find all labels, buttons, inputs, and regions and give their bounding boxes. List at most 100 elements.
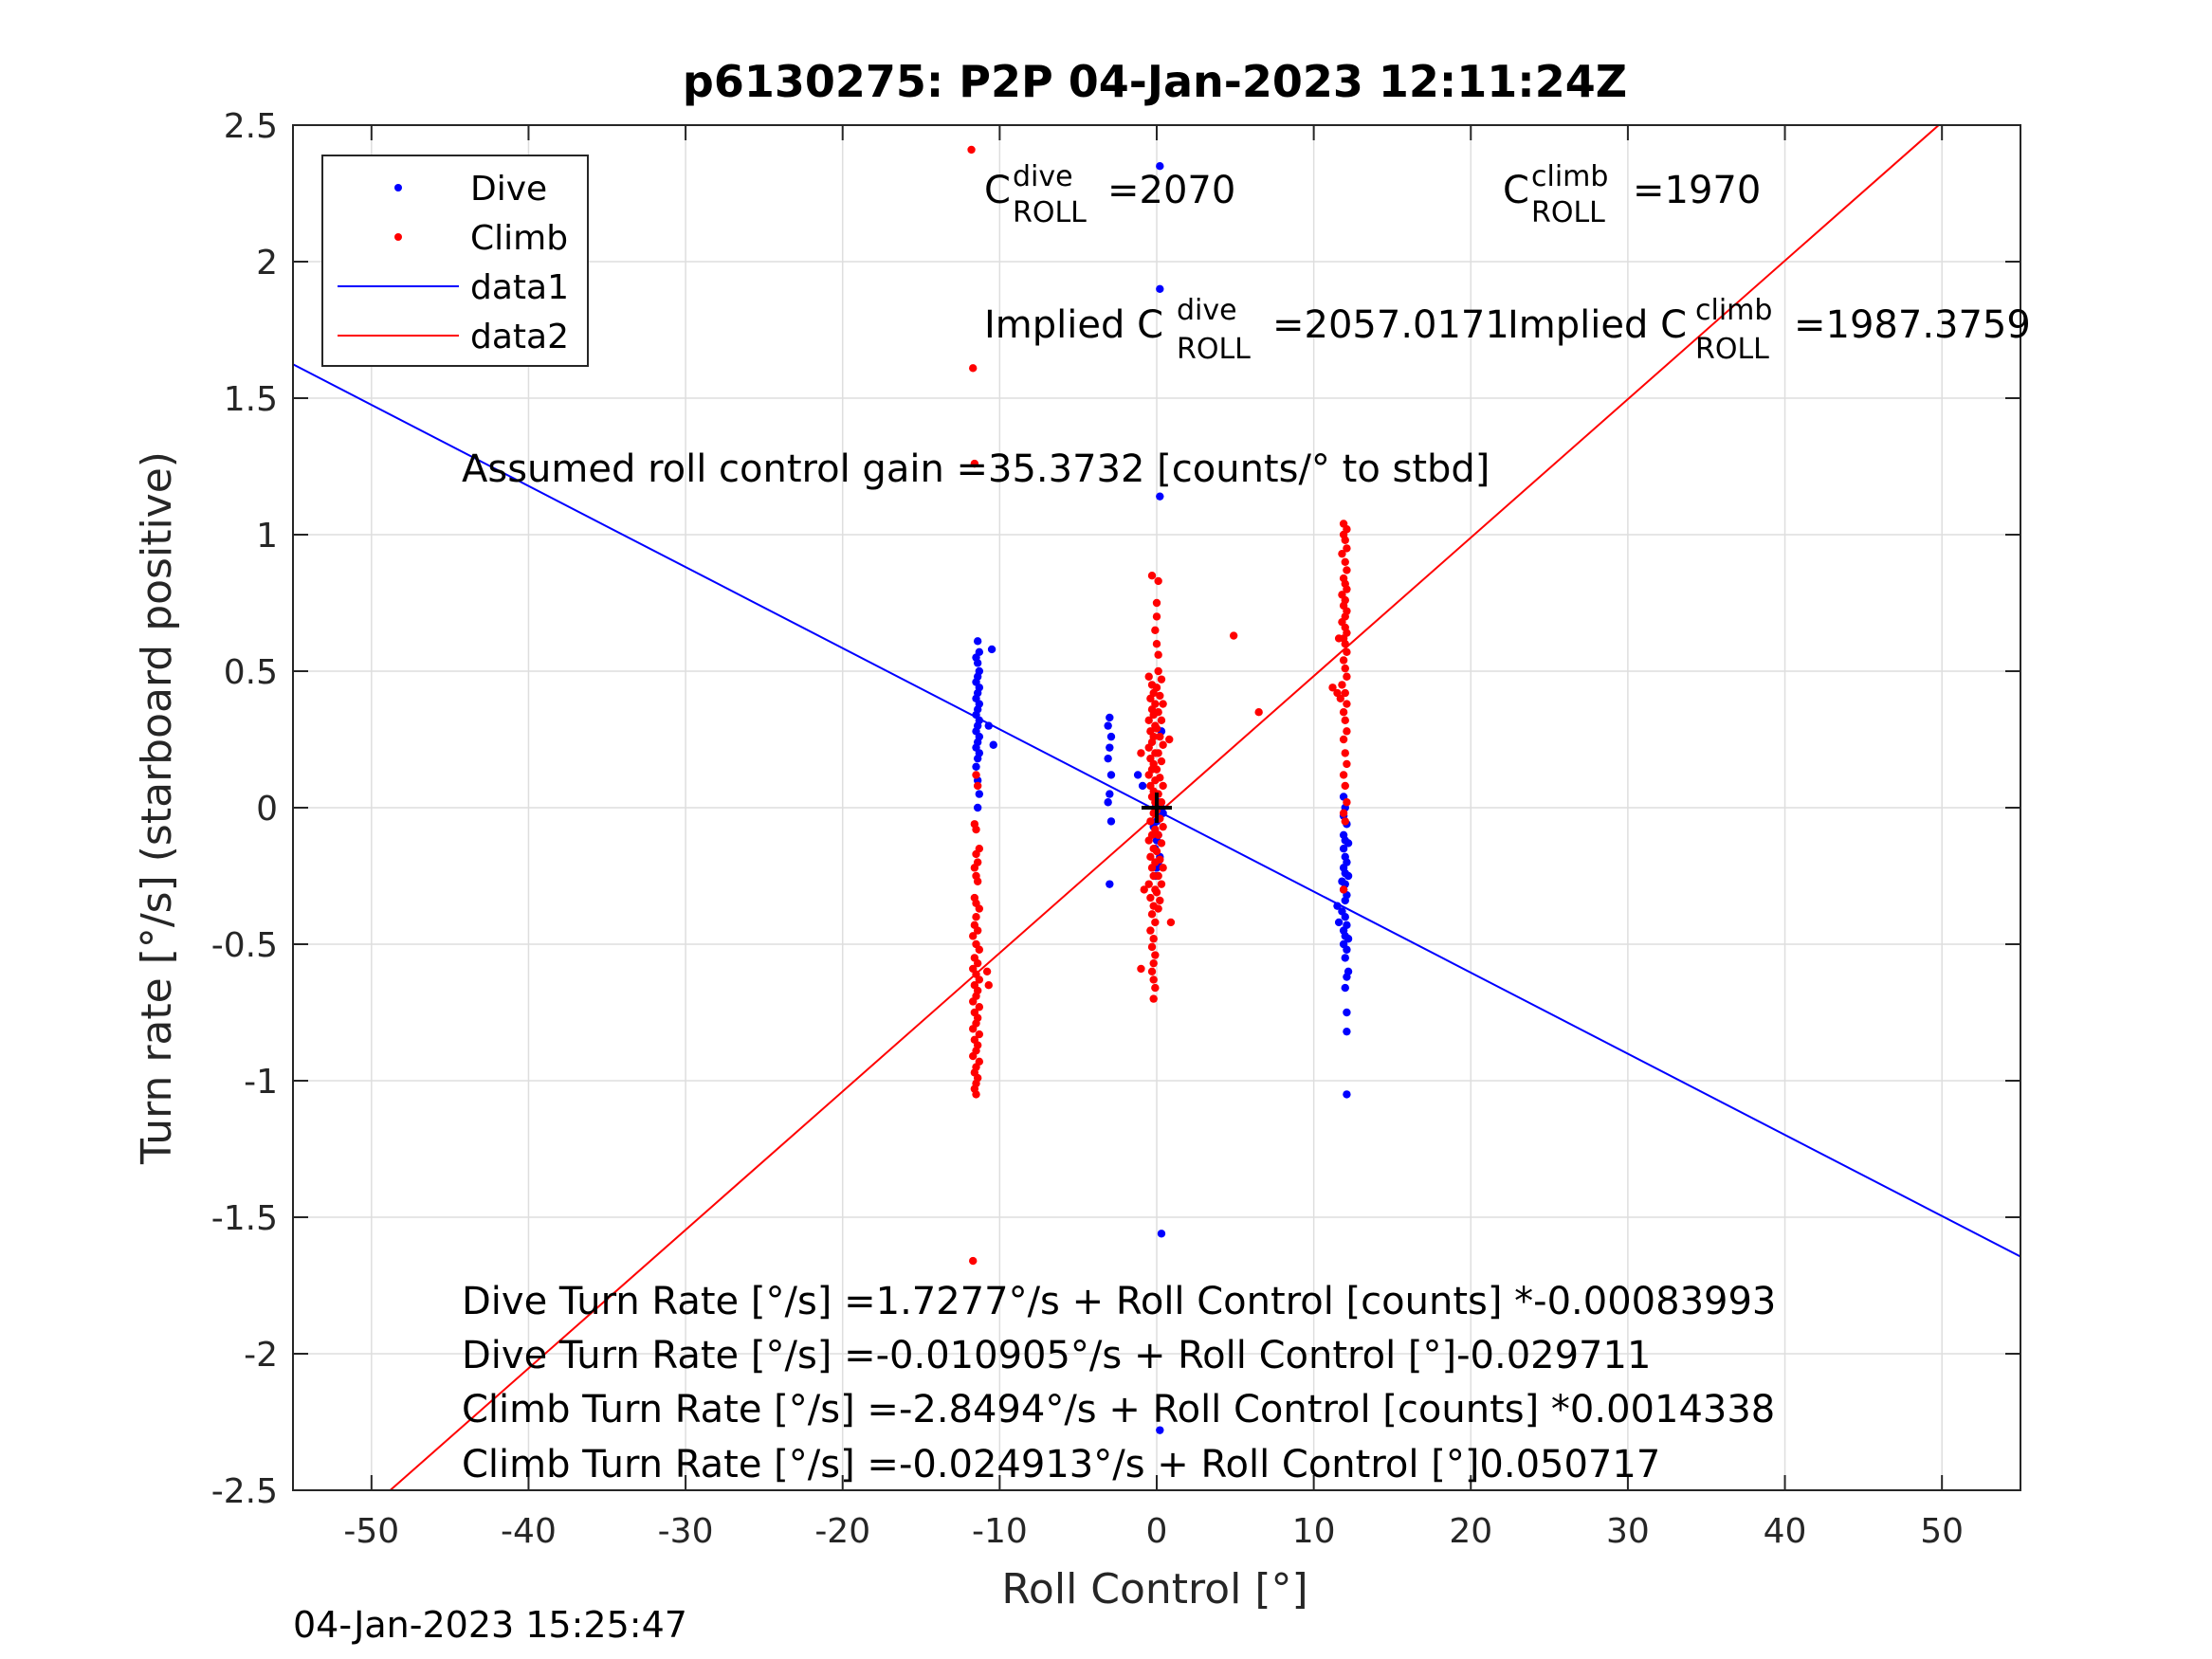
svg-text:ROLL: ROLL [1695, 333, 1769, 366]
dive-point [1341, 983, 1349, 993]
c-dive-sub: ROLL [1013, 196, 1087, 229]
climb-point [1154, 871, 1162, 881]
dive-point [1106, 732, 1116, 741]
climb-point [1338, 549, 1346, 558]
climb-point [1154, 749, 1162, 757]
dive-point [1341, 954, 1349, 962]
climb-point [1336, 694, 1344, 702]
series-dive [972, 162, 1353, 1434]
dive-point [1156, 1426, 1164, 1434]
legend-label-climb: Climb [470, 219, 568, 258]
climb-point [967, 145, 976, 155]
dive-point [1156, 284, 1164, 293]
climb-point [1151, 951, 1160, 959]
dive-point [1133, 771, 1143, 779]
legend-marker-dive [394, 184, 402, 191]
grid [293, 124, 2020, 1491]
dive-point [973, 659, 982, 667]
legend-marker-climb [394, 233, 402, 241]
climb-point [975, 945, 984, 954]
climb-point [1159, 781, 1167, 791]
climb-point [1149, 975, 1158, 984]
svg-text:climb: climb [1531, 160, 1608, 193]
climb-point [1166, 918, 1176, 927]
svg-text:=1987.3759: =1987.3759 [1794, 303, 2031, 347]
climb-point [1154, 666, 1162, 676]
y-tick-label: -1.5 [211, 1199, 278, 1238]
dive-point [1106, 771, 1116, 779]
y-tick-label: 1.5 [224, 380, 278, 419]
climb-point [1341, 664, 1349, 673]
climb-point [1341, 557, 1349, 566]
svg-text:Implied C: Implied C [1508, 303, 1687, 347]
climb-point [975, 975, 984, 984]
climb-point [1343, 727, 1351, 736]
c-dive-sup: dive [1013, 160, 1073, 193]
x-tick-label: 30 [1606, 1512, 1650, 1551]
svg-text:dive: dive [1177, 294, 1237, 327]
climb-point [1156, 774, 1164, 782]
series-climb [967, 145, 1351, 1266]
climb-point [975, 1003, 984, 1012]
climb-point [969, 932, 978, 940]
x-tick-label: 40 [1764, 1512, 1807, 1551]
dive-point [973, 637, 982, 646]
c-climb-sub: ROLL [1531, 196, 1605, 229]
dive-point [1104, 721, 1112, 730]
climb-point [1157, 798, 1166, 807]
plot-frame [292, 124, 2021, 1491]
climb-eq-counts: Climb Turn Rate [°/s] =-2.8494°/s + Roll… [462, 1388, 1775, 1431]
dive-point [1339, 845, 1348, 853]
climb-point [1149, 958, 1158, 968]
origin-marker [1142, 793, 1172, 823]
climb-point [1156, 732, 1164, 741]
climb-point [1154, 708, 1162, 717]
climb-point [1159, 864, 1167, 872]
dive-point [1343, 1008, 1351, 1017]
svg-text:dive: dive [1013, 160, 1073, 193]
legend: Dive Climb data1 data2 [321, 155, 589, 367]
climb-point [973, 958, 982, 968]
dive-point [1156, 492, 1164, 501]
dive-point [973, 754, 982, 763]
svg-text:=2057.0171: =2057.0171 [1272, 303, 1509, 347]
dive-point [1343, 973, 1351, 981]
y-tick-label: 2 [256, 244, 278, 283]
climb-point [973, 926, 982, 935]
climb-point [1157, 880, 1166, 888]
climb-point [1343, 647, 1351, 657]
dive-point [1156, 162, 1164, 171]
dive-point [1106, 743, 1114, 752]
svg-text:ROLL: ROLL [1531, 196, 1605, 229]
climb-point [1157, 839, 1166, 848]
dive-point [1106, 713, 1114, 722]
climb-point [1149, 935, 1158, 943]
legend-label-data2: data2 [470, 318, 569, 356]
svg-text:ROLL: ROLL [1177, 333, 1251, 366]
climb-point [1341, 817, 1349, 826]
dive-point [973, 803, 982, 812]
climb-point [1154, 576, 1162, 586]
climb-point [973, 781, 982, 791]
legend-label-dive: Dive [470, 170, 547, 209]
climb-point [1339, 708, 1348, 717]
climb-point [1229, 631, 1238, 640]
climb-point [972, 1090, 980, 1099]
climb-point [1341, 536, 1349, 544]
climb-point [1144, 771, 1153, 779]
climb-point [1154, 904, 1162, 913]
c-climb-value: =1970 [1633, 169, 1761, 212]
climb-point [970, 864, 979, 872]
x-tick-labels: -50 -40 -30 -20 -10 0 10 20 30 40 50 [343, 1512, 1964, 1551]
climb-point [1152, 724, 1161, 733]
c-dive-base: C [984, 169, 1011, 212]
climb-point [1152, 888, 1161, 897]
climb-point [1343, 566, 1351, 574]
dive-point [1343, 1027, 1351, 1036]
climb-point [1147, 572, 1157, 580]
dive-point [1344, 935, 1353, 943]
dive-point [1341, 896, 1349, 905]
x-axis-label: Roll Control [°] [1001, 1565, 1307, 1613]
climb-point [1152, 612, 1161, 621]
